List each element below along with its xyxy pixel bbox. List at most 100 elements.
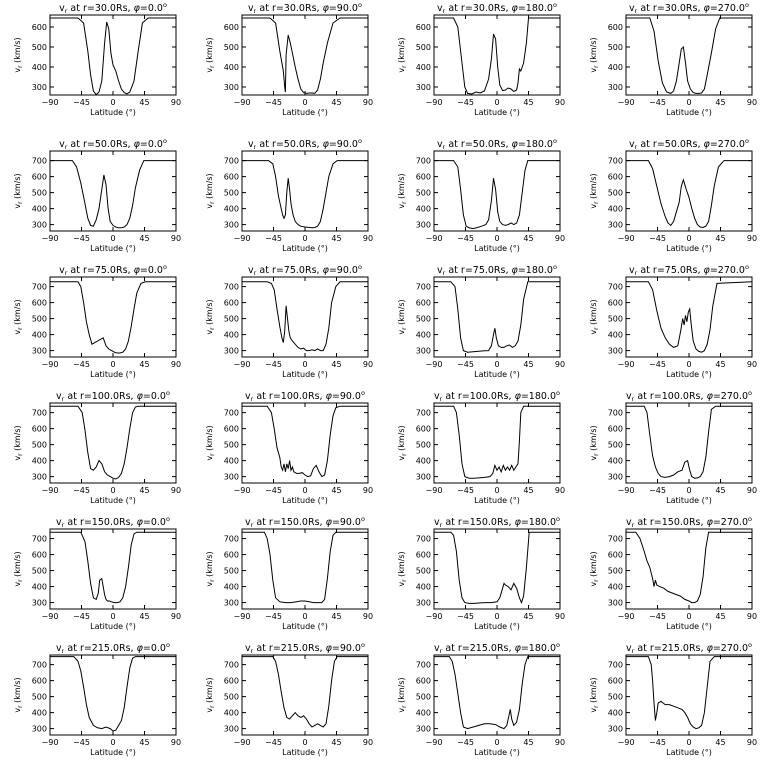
y-tick-label: 400 [224,709,239,718]
x-tick-label: −45 [649,234,666,243]
y-axis-label: vr (km/s) [13,551,24,586]
chart-panel: vr at r=50.0Rs, φ=270.0o −90 −45 0 45 90 300 40… [589,137,757,253]
x-axis-label: Latitude (°) [90,108,136,117]
x-tick-label: −45 [265,98,282,107]
x-tick-label: 45 [139,98,149,107]
chart-title: vr at r=100.0Rs, φ=90.0o [245,389,365,403]
y-tick-label: 500 [416,441,431,450]
x-tick-label: 0 [686,360,691,369]
x-tick-label: 45 [715,360,725,369]
y-tick-label: 600 [416,23,431,32]
y-axis-label: vr (km/s) [589,299,600,334]
x-tick-label: −45 [73,738,90,747]
y-tick-label: 500 [224,43,239,52]
chart-panel: vr at r=150.0Rs, φ=90.0o −90 −45 0 45 90 300 40… [205,515,373,631]
x-tick-label: 45 [331,360,341,369]
y-axis-label: vr (km/s) [205,299,216,334]
x-tick-label: 45 [523,360,533,369]
y-tick-label: 400 [32,63,47,72]
y-axis-label: vr (km/s) [205,677,216,712]
chart-title: vr at r=75.0Rs, φ=0.0o [59,263,167,277]
y-tick-label: 600 [608,299,623,308]
plot-frame [49,528,177,610]
y-tick-label: 400 [32,457,47,466]
x-axis-label: Latitude (°) [666,108,712,117]
x-axis-label: Latitude (°) [90,496,136,505]
y-tick-label: 600 [32,551,47,560]
y-tick-label: 600 [608,173,623,182]
x-axis-label: Latitude (°) [474,370,520,379]
x-tick-label: 90 [363,486,373,495]
chart-title: vr at r=100.0Rs, φ=270.0o [626,389,752,403]
y-tick-label: 500 [32,693,47,702]
x-tick-label: −90 [42,486,59,495]
x-tick-label: −90 [234,360,251,369]
y-tick-label: 600 [416,173,431,182]
series-line [626,281,753,353]
x-tick-label: 0 [494,98,499,107]
chart-title: vr at r=75.0Rs, φ=270.0o [629,263,749,277]
plot-frame [625,150,753,232]
y-tick-label: 400 [608,457,623,466]
chart-panel: vr at r=50.0Rs, φ=180.0o −90 −45 0 45 90 300 40… [397,137,565,253]
y-tick-label: 700 [416,157,431,166]
chart-title: vr at r=50.0Rs, φ=0.0o [59,137,167,151]
x-tick-label: 45 [715,98,725,107]
x-axis-label: Latitude (°) [474,244,520,253]
x-tick-label: 90 [747,98,757,107]
x-tick-label: 45 [715,486,725,495]
x-tick-label: 45 [139,360,149,369]
x-tick-label: −90 [234,234,251,243]
x-tick-label: 90 [747,612,757,621]
x-tick-label: 90 [363,738,373,747]
y-axis-label: vr (km/s) [205,173,216,208]
chart-panel: vr at r=100.0Rs, φ=0.0o −90 −45 0 45 90 300 400… [13,389,181,505]
y-tick-label: 500 [608,315,623,324]
series-line [242,160,368,229]
x-tick-label: 0 [302,360,307,369]
y-tick-label: 500 [608,441,623,450]
y-tick-label: 600 [608,425,623,434]
plot-frame [49,150,177,232]
x-tick-label: 0 [686,98,691,107]
x-tick-label: −45 [649,738,666,747]
chart-title: vr at r=30.0Rs, φ=270.0o [629,1,749,15]
series-line [434,656,560,730]
y-tick-label: 500 [224,315,239,324]
chart-panel: vr at r=150.0Rs, φ=180.0o −90 −45 0 45 90 300 4… [397,515,565,631]
y-tick-label: 400 [416,583,431,592]
chart-title: vr at r=75.0Rs, φ=180.0o [437,263,557,277]
plot-frame [433,150,561,232]
chart-panel: vr at r=150.0Rs, φ=0.0o −90 −45 0 45 90 300 400… [13,515,181,631]
x-tick-label: 0 [686,486,691,495]
y-tick-label: 700 [32,157,47,166]
x-tick-label: −45 [73,98,90,107]
chart-title: vr at r=215.0Rs, φ=270.0o [626,641,752,655]
y-tick-label: 600 [416,551,431,560]
chart-title: vr at r=100.0Rs, φ=0.0o [56,389,170,403]
y-axis-label: vr (km/s) [589,425,600,460]
chart-title: vr at r=215.0Rs, φ=0.0o [56,641,170,655]
y-axis-label: vr (km/s) [205,37,216,72]
x-tick-label: −90 [234,612,251,621]
x-tick-label: −90 [426,234,443,243]
x-tick-label: 0 [686,234,691,243]
y-tick-label: 300 [608,473,623,482]
y-tick-label: 500 [416,567,431,576]
plot-frame [625,402,753,484]
y-tick-label: 300 [608,599,623,608]
plot-frame [241,528,369,610]
y-tick-label: 300 [416,725,431,734]
x-axis-label: Latitude (°) [474,748,520,757]
y-tick-label: 500 [608,693,623,702]
x-tick-label: −90 [618,234,635,243]
x-tick-label: −45 [457,612,474,621]
x-tick-label: 90 [747,738,757,747]
x-tick-label: −90 [426,98,443,107]
x-tick-label: 90 [171,738,181,747]
y-tick-label: 600 [416,677,431,686]
y-axis-label: vr (km/s) [589,551,600,586]
x-tick-label: −90 [234,486,251,495]
plot-frame [625,276,753,358]
x-tick-label: −45 [649,612,666,621]
